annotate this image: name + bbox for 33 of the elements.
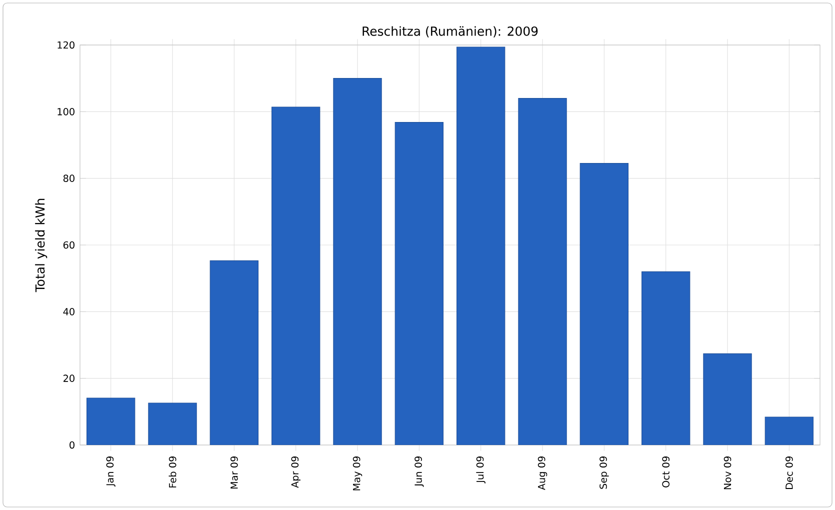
y-tick-label: 40 [63,308,74,316]
bar [703,353,752,446]
bar [394,122,444,446]
x-tick-label: Apr 09 [291,456,300,488]
bar [333,78,382,446]
x-tick-label: Oct 09 [662,456,670,488]
x-tick-label: Dec 09 [786,456,793,489]
bar [764,416,814,446]
bar [580,163,629,446]
x-tick-label: Nov 09 [724,456,732,490]
x-tick-label: May 09 [352,456,362,490]
y-tick-label: 20 [64,374,74,382]
x-tick-label: Jul 09 [476,456,486,484]
bar [456,46,506,446]
x-tick-label: Aug 09 [538,456,548,490]
x-tick-label: Feb 09 [168,456,176,488]
y-tick-label: 0 [70,441,74,449]
x-tick-label: Mar 09 [230,456,238,489]
bar [86,398,136,446]
x-tick-label: Jun 09 [414,456,424,487]
x-tick-label: Sep 09 [600,456,609,489]
y-tick-label: 60 [63,241,74,249]
bar [210,260,258,446]
y-tick-label: 80 [63,174,74,182]
bar [518,98,567,446]
chart-title: Reschitza (Rumänien): 2009 [362,26,538,38]
x-tick-label: Jan 09 [106,456,116,487]
y-tick-label: 100 [58,108,74,116]
bar [272,106,320,446]
bar [642,271,690,446]
y-axis-title: Total yield kWh [35,198,48,292]
bar [148,402,197,446]
y-tick-label: 120 [58,41,74,49]
